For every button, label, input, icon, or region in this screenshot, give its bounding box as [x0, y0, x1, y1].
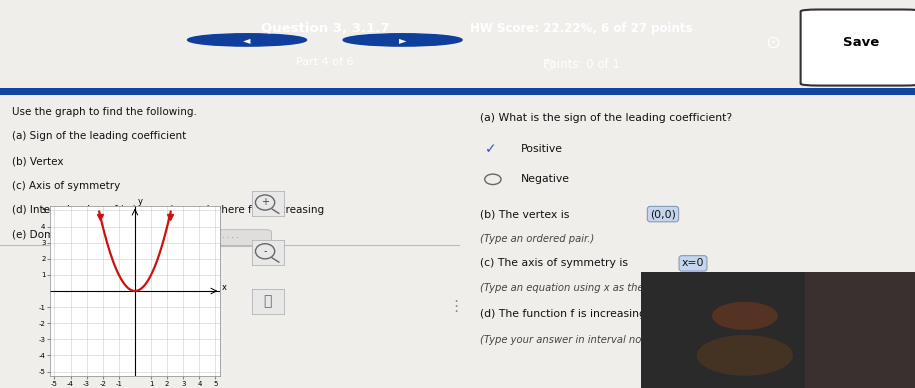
- Text: Positive: Positive: [521, 144, 563, 154]
- Text: ►: ►: [399, 35, 406, 45]
- Bar: [805, 272, 915, 388]
- Text: (a) Sign of the leading coefficient: (a) Sign of the leading coefficient: [12, 132, 186, 142]
- Text: ◄: ◄: [243, 35, 251, 45]
- Bar: [640, 272, 805, 388]
- Text: (c) Axis of symmetry: (c) Axis of symmetry: [12, 181, 120, 191]
- FancyBboxPatch shape: [188, 230, 272, 246]
- Text: (b) The vertex is: (b) The vertex is: [480, 209, 569, 219]
- Text: · · · ·: · · · ·: [221, 234, 239, 242]
- Bar: [0, 88, 915, 95]
- Text: ✓: ✓: [485, 142, 496, 156]
- Text: Negative: Negative: [521, 174, 570, 184]
- Text: (Type your answer in interval notation.): (Type your answer in interval notation.): [480, 335, 678, 345]
- Text: +: +: [261, 197, 269, 208]
- Text: and decreasing for: and decreasing for: [749, 309, 852, 319]
- Text: HW Score: 22.22%, 6 of 27 points: HW Score: 22.22%, 6 of 27 points: [469, 22, 693, 35]
- Text: (0,∞): (0,∞): [709, 309, 737, 319]
- FancyBboxPatch shape: [801, 9, 915, 85]
- Text: (c) The axis of symmetry is: (c) The axis of symmetry is: [480, 258, 629, 268]
- Text: (a) What is the sign of the leading coefficient?: (a) What is the sign of the leading coef…: [480, 113, 732, 123]
- Text: ○: ○: [544, 58, 554, 71]
- Text: Save: Save: [843, 36, 879, 49]
- Text: (e) Domain and range: (e) Domain and range: [12, 230, 126, 240]
- Text: (d) The function f is increasing for: (d) The function f is increasing for: [480, 309, 665, 319]
- Text: Question 3, 3.1.7: Question 3, 3.1.7: [261, 22, 389, 35]
- Circle shape: [712, 302, 778, 330]
- Text: (0,0): (0,0): [650, 209, 676, 219]
- Text: (Type an ordered pair.): (Type an ordered pair.): [480, 234, 595, 244]
- Text: x=0: x=0: [682, 258, 705, 268]
- Text: (Type an equation using x as the variable.): (Type an equation using x as the variabl…: [480, 283, 694, 293]
- Text: ⤢: ⤢: [264, 294, 272, 308]
- Text: Use the graph to find the following.: Use the graph to find the following.: [12, 107, 197, 117]
- Text: (b) Vertex: (b) Vertex: [12, 156, 63, 166]
- Text: Points: 0 of 1: Points: 0 of 1: [543, 58, 619, 71]
- Ellipse shape: [697, 335, 792, 376]
- Text: y: y: [138, 197, 143, 206]
- Text: ⋮: ⋮: [448, 300, 464, 314]
- Text: x: x: [222, 283, 227, 292]
- Circle shape: [188, 34, 307, 46]
- Text: (d) Intervals where f is increasing and where f is decreasing: (d) Intervals where f is increasing and …: [12, 205, 324, 215]
- Text: (0,-∞): (0,-∞): [834, 309, 866, 319]
- Text: Part 4 of 6: Part 4 of 6: [296, 57, 353, 67]
- Text: -: -: [264, 246, 267, 256]
- Text: ⊙: ⊙: [766, 34, 780, 52]
- Circle shape: [343, 34, 462, 46]
